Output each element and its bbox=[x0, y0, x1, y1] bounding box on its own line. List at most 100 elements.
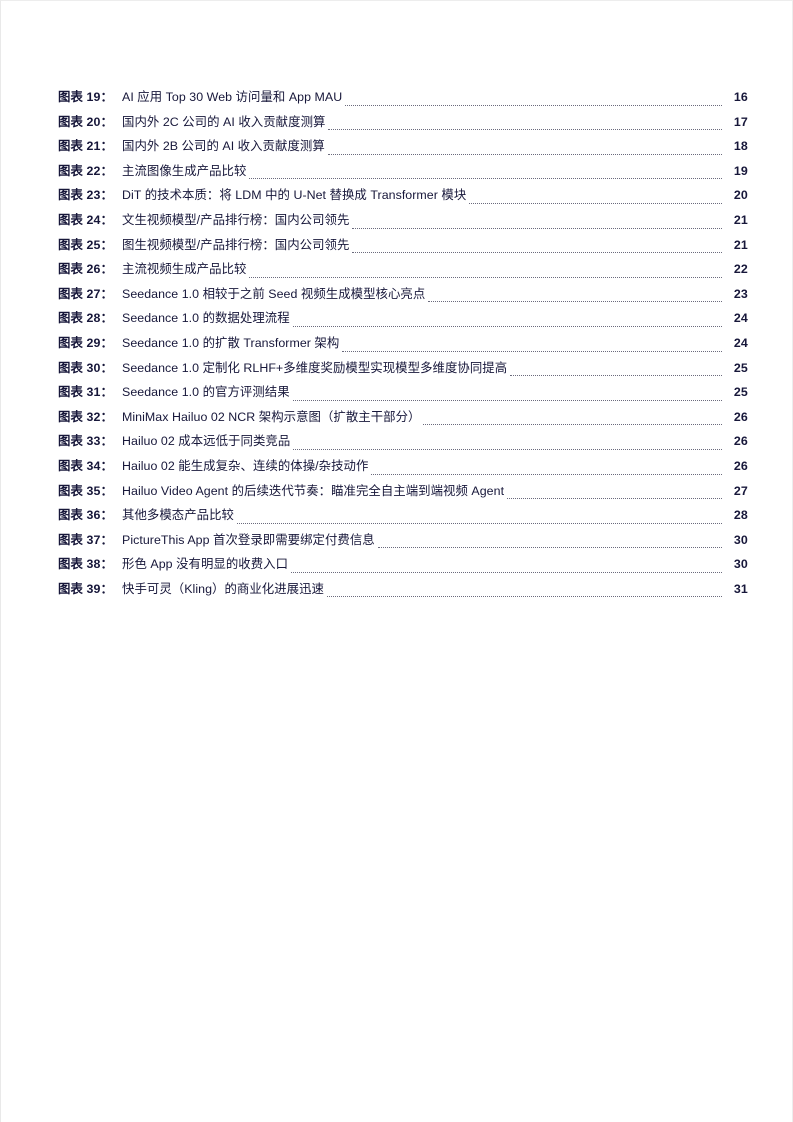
toc-entry-label: 图表 23： bbox=[58, 188, 113, 203]
toc-dot-leader bbox=[371, 473, 722, 475]
toc-entry-title: Hailuo Video Agent 的后续迭代节奏：瞄准完全自主端到端视频 A… bbox=[122, 483, 505, 498]
toc-entry-page-number: 31 bbox=[733, 581, 748, 596]
toc-entry-page-number: 21 bbox=[733, 237, 748, 252]
toc-entry-title: Hailuo 02 成本远低于同类竞品 bbox=[122, 434, 291, 449]
toc-entry[interactable]: 图表 38： 形色 App 没有明显的收费入口 30 bbox=[58, 552, 748, 577]
toc-dot-leader bbox=[423, 424, 722, 426]
toc-entry-title: Seedance 1.0 的官方评测结果 bbox=[122, 385, 290, 400]
toc-dot-leader bbox=[249, 276, 722, 278]
toc-entry-label: 图表 26： bbox=[58, 262, 113, 277]
toc-entry-label: 图表 36： bbox=[58, 508, 113, 523]
toc-entry-page-number: 16 bbox=[733, 90, 748, 104]
toc-entry[interactable]: 图表 33： Hailuo 02 成本远低于同类竞品 26 bbox=[58, 429, 748, 454]
toc-entry-page-number: 21 bbox=[733, 212, 748, 227]
toc-entry-label: 图表 37： bbox=[58, 532, 113, 547]
toc-entry[interactable]: 图表 35： Hailuo Video Agent 的后续迭代节奏：瞄准完全自主端… bbox=[58, 479, 748, 504]
toc-dot-leader bbox=[428, 301, 722, 303]
toc-entry-title: 形色 App 没有明显的收费入口 bbox=[122, 557, 289, 572]
toc-dot-leader bbox=[377, 547, 722, 549]
toc-dot-leader bbox=[469, 202, 722, 204]
toc-entry[interactable]: 图表 19： AI 应用 Top 30 Web 访问量和 App MAU 16 bbox=[58, 85, 748, 110]
toc-entry-title: 其他多模态产品比较 bbox=[122, 508, 234, 523]
toc-dot-leader bbox=[291, 571, 722, 573]
toc-entry-page-number: 25 bbox=[733, 360, 748, 375]
toc-entry-title: 主流图像生成产品比较 bbox=[122, 163, 247, 178]
toc-entry[interactable]: 图表 27： Seedance 1.0 相较于之前 Seed 视频生成模型核心亮点… bbox=[58, 282, 748, 307]
toc-entry-label: 图表 34： bbox=[58, 458, 113, 473]
toc-entry-title: Seedance 1.0 的数据处理流程 bbox=[122, 311, 290, 326]
toc-dot-leader bbox=[236, 522, 722, 524]
toc-entry-label: 图表 33： bbox=[58, 434, 113, 449]
toc-entry[interactable]: 图表 24： 文生视频模型/产品排行榜：国内公司领先 21 bbox=[58, 208, 748, 233]
toc-entry[interactable]: 图表 39： 快手可灵（Kling）的商业化进展迅速 31 bbox=[58, 577, 748, 602]
toc-entry-page-number: 30 bbox=[733, 557, 748, 572]
toc-entry[interactable]: 图表 37： PictureThis App 首次登录即需要绑定付费信息 30 bbox=[58, 528, 748, 553]
toc-entry-title: MiniMax Hailuo 02 NCR 架构示意图（扩散主干部分） bbox=[122, 409, 421, 424]
toc-entry[interactable]: 图表 21： 国内外 2B 公司的 AI 收入贡献度测算 18 bbox=[58, 134, 748, 159]
toc-entry[interactable]: 图表 29： Seedance 1.0 的扩散 Transformer 架构 24 bbox=[58, 331, 748, 356]
toc-entry-title: DiT 的技术本质：将 LDM 中的 U-Net 替换成 Transformer… bbox=[122, 188, 467, 203]
toc-entry[interactable]: 图表 28： Seedance 1.0 的数据处理流程 24 bbox=[58, 306, 748, 331]
toc-dot-leader bbox=[345, 104, 722, 106]
toc-entry-page-number: 25 bbox=[733, 385, 748, 400]
figure-list-toc: 图表 19： AI 应用 Top 30 Web 访问量和 App MAU 16 图表 … bbox=[58, 85, 748, 601]
toc-entry[interactable]: 图表 34： Hailuo 02 能生成复杂、连续的体操/杂技动作 26 bbox=[58, 454, 748, 479]
toc-entry-page-number: 26 bbox=[733, 458, 748, 473]
toc-entry-label: 图表 39： bbox=[58, 581, 113, 596]
toc-entry-page-number: 24 bbox=[733, 335, 748, 350]
toc-entry-page-number: 19 bbox=[733, 163, 748, 178]
toc-dot-leader bbox=[342, 350, 722, 352]
toc-entry-label: 图表 32： bbox=[58, 409, 113, 424]
toc-entry-title: 快手可灵（Kling）的商业化进展迅速 bbox=[122, 581, 324, 596]
toc-entry[interactable]: 图表 31： Seedance 1.0 的官方评测结果 25 bbox=[58, 380, 748, 405]
toc-entry[interactable]: 图表 36： 其他多模态产品比较 28 bbox=[58, 503, 748, 528]
toc-dot-leader bbox=[352, 227, 722, 229]
toc-entry-page-number: 27 bbox=[733, 483, 748, 498]
toc-entry-page-number: 24 bbox=[733, 311, 748, 326]
toc-entry-page-number: 22 bbox=[733, 262, 748, 277]
toc-entry-page-number: 20 bbox=[733, 188, 748, 203]
toc-entry[interactable]: 图表 30： Seedance 1.0 定制化 RLHF+多维度奖励模型实现模型多… bbox=[58, 356, 748, 381]
toc-entry-title: 国内外 2B 公司的 AI 收入贡献度测算 bbox=[122, 139, 325, 154]
toc-entry-label: 图表 25： bbox=[58, 237, 113, 252]
toc-dot-leader bbox=[507, 498, 722, 500]
toc-entry-label: 图表 24： bbox=[58, 212, 113, 227]
toc-dot-leader bbox=[292, 399, 722, 401]
toc-dot-leader bbox=[327, 153, 722, 155]
toc-dot-leader bbox=[326, 596, 722, 598]
toc-entry[interactable]: 图表 20： 国内外 2C 公司的 AI 收入贡献度测算 17 bbox=[58, 110, 748, 135]
toc-entry-label: 图表 21： bbox=[58, 139, 113, 154]
toc-dot-leader bbox=[293, 448, 722, 450]
toc-entry-page-number: 26 bbox=[733, 409, 748, 424]
toc-entry-title: Seedance 1.0 相较于之前 Seed 视频生成模型核心亮点 bbox=[122, 286, 426, 301]
toc-entry-page-number: 18 bbox=[733, 139, 748, 154]
toc-dot-leader bbox=[249, 178, 722, 180]
toc-entry[interactable]: 图表 26： 主流视频生成产品比较 22 bbox=[58, 257, 748, 282]
toc-dot-leader bbox=[292, 325, 722, 327]
toc-entry-label: 图表 29： bbox=[58, 335, 113, 350]
toc-entry[interactable]: 图表 32： MiniMax Hailuo 02 NCR 架构示意图（扩散主干部分… bbox=[58, 405, 748, 430]
toc-entry-title: 国内外 2C 公司的 AI 收入贡献度测算 bbox=[122, 114, 326, 129]
toc-entry-title: PictureThis App 首次登录即需要绑定付费信息 bbox=[122, 532, 375, 547]
toc-entry-page-number: 28 bbox=[733, 508, 748, 523]
toc-dot-leader bbox=[510, 375, 722, 377]
toc-entry[interactable]: 图表 25： 图生视频模型/产品排行榜：国内公司领先 21 bbox=[58, 233, 748, 258]
toc-dot-leader bbox=[328, 129, 722, 131]
toc-entry-title: 文生视频模型/产品排行榜：国内公司领先 bbox=[122, 212, 350, 227]
toc-entry-label: 图表 31： bbox=[58, 385, 113, 400]
toc-entry-title: 图生视频模型/产品排行榜：国内公司领先 bbox=[122, 237, 350, 252]
toc-entry-page-number: 17 bbox=[733, 114, 748, 129]
toc-entry-label: 图表 28： bbox=[58, 311, 113, 326]
toc-entry-label: 图表 19： bbox=[58, 90, 113, 104]
toc-entry-label: 图表 20： bbox=[58, 114, 113, 129]
toc-entry-label: 图表 38： bbox=[58, 557, 113, 572]
toc-entry[interactable]: 图表 23： DiT 的技术本质：将 LDM 中的 U-Net 替换成 Trans… bbox=[58, 183, 748, 208]
toc-entry-title: Seedance 1.0 定制化 RLHF+多维度奖励模型实现模型多维度协同提高 bbox=[122, 360, 508, 375]
toc-entry-page-number: 30 bbox=[733, 532, 748, 547]
toc-entry-title: Hailuo 02 能生成复杂、连续的体操/杂技动作 bbox=[122, 458, 369, 473]
toc-entry[interactable]: 图表 22： 主流图像生成产品比较 19 bbox=[58, 159, 748, 184]
toc-entry-title: AI 应用 Top 30 Web 访问量和 App MAU bbox=[122, 90, 343, 104]
toc-entry-page-number: 26 bbox=[733, 434, 748, 449]
toc-entry-page-number: 23 bbox=[733, 286, 748, 301]
toc-dot-leader bbox=[352, 252, 722, 254]
